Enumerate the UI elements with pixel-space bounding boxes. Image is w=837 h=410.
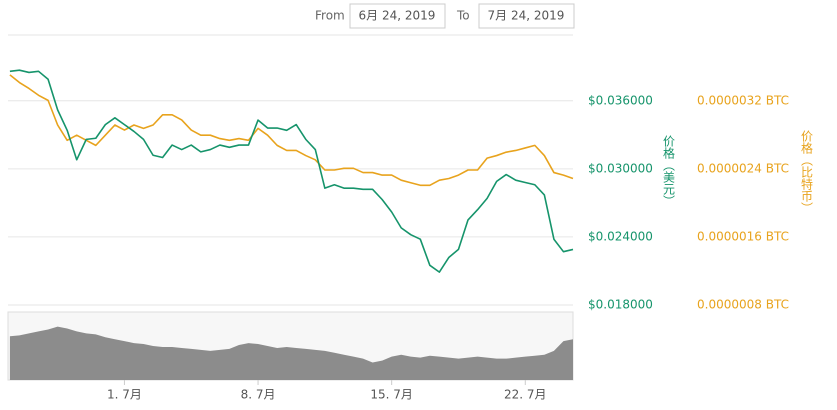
y-tick-label: $0.024000 — [588, 229, 653, 243]
y-axis-title: 价格（美元） — [662, 135, 676, 207]
to-label: To — [456, 9, 470, 23]
y-tick-label: $0.036000 — [588, 93, 653, 107]
volume-area — [9, 326, 573, 380]
x-tick-label: 15. 7月 — [370, 388, 413, 402]
from-date: 6月 24, 2019 — [359, 9, 436, 23]
y2-tick-label: 0.0000024 BTC — [697, 162, 789, 176]
y2-tick-label: 0.0000032 BTC — [697, 94, 789, 108]
y-tick-label: $0.030000 — [588, 161, 653, 175]
to-date: 7月 24, 2019 — [488, 9, 565, 23]
from-input[interactable] — [349, 3, 446, 29]
x-tick-label: 8. 7月 — [241, 388, 276, 402]
from-label: From — [315, 9, 345, 23]
y2-tick-label: 0.0000008 BTC — [697, 298, 789, 312]
price-line — [9, 74, 574, 187]
y-tick-label: $0.018000 — [588, 298, 653, 312]
price-line — [9, 69, 574, 273]
to-input[interactable] — [478, 3, 575, 29]
x-tick-label: 1. 7月 — [107, 388, 142, 402]
y2-tick-label: 0.0000016 BTC — [697, 230, 789, 244]
x-tick-label: 22. 7月 — [504, 388, 547, 402]
y2-axis-title: 价格（比特币） — [800, 130, 814, 214]
